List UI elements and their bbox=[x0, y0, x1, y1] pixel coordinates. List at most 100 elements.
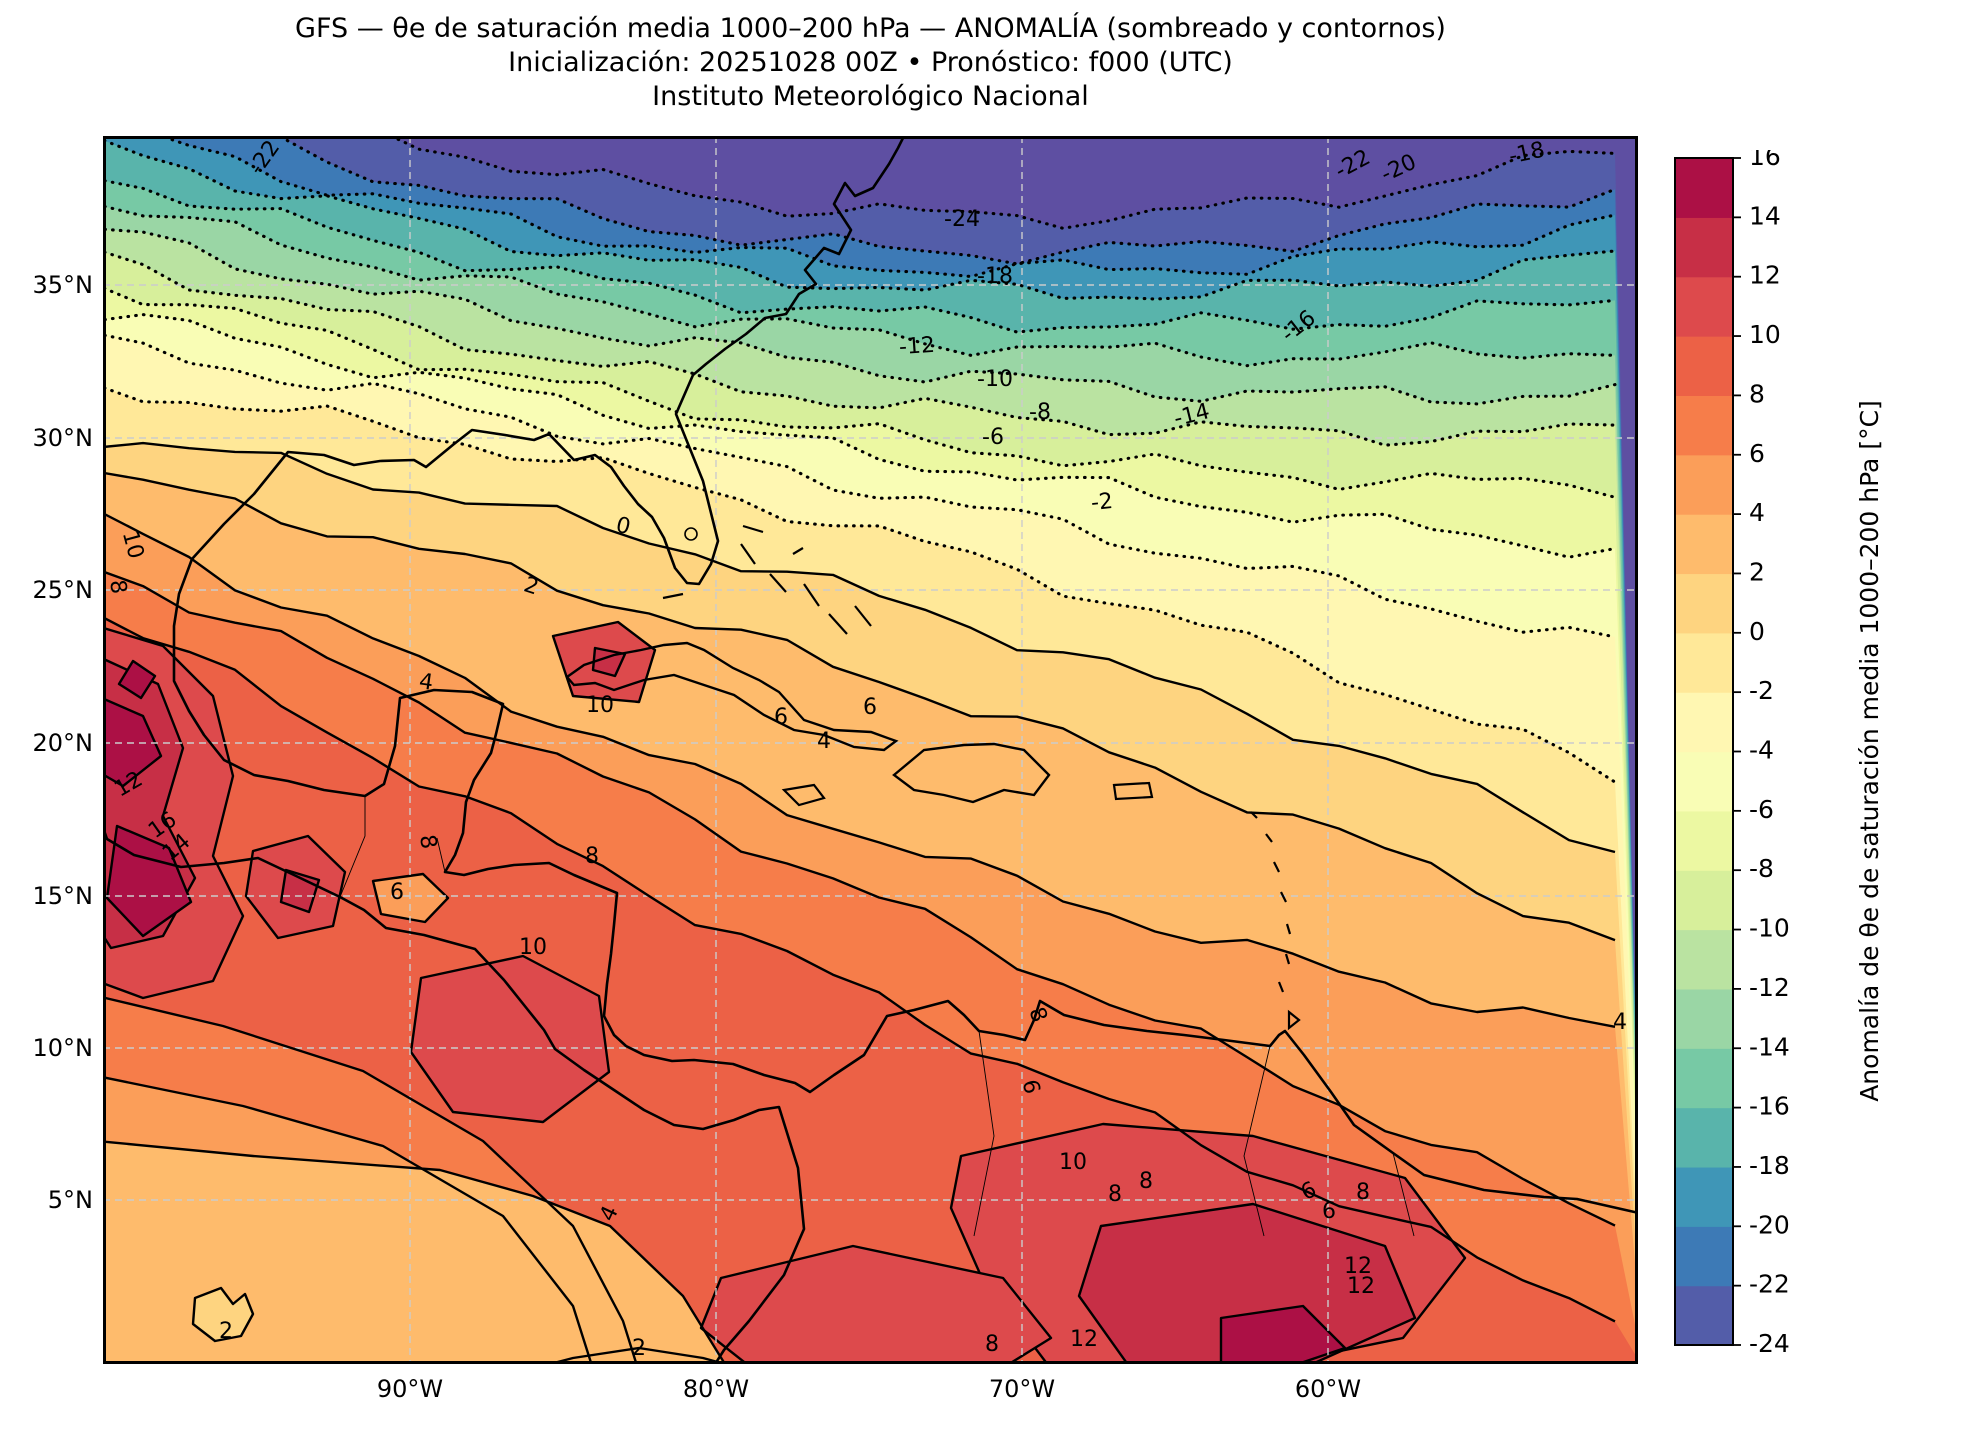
contour-line--24 bbox=[387, 136, 1617, 230]
contour-line-4 bbox=[103, 511, 1616, 1028]
colorbar-tick-label: 6 bbox=[1749, 439, 1765, 468]
colorbar-cell bbox=[1675, 1048, 1733, 1109]
country-borders bbox=[339, 796, 1415, 1237]
contour-label: 10 bbox=[1059, 1150, 1087, 1175]
contour-label: 8 bbox=[585, 844, 599, 869]
colorbar-cell bbox=[1675, 1226, 1733, 1287]
colorbar-svg: 16 14 12 10 8 6 4 2 0 -2 -4 -6 -8 -10 -12 -14 -16 -18 -20 -… bbox=[1674, 142, 1884, 1358]
colorbar-axis-label: Anomalía de θe de saturación media 1000–… bbox=[1855, 400, 1884, 1102]
contour-label: 12 bbox=[1344, 1254, 1372, 1279]
y-axis-tick-label: 15°N bbox=[32, 882, 94, 910]
contour-label: 8 bbox=[985, 1332, 999, 1357]
contour-fill-blob bbox=[117, 659, 157, 700]
contour-line-0 bbox=[103, 441, 1616, 854]
contour-label: -10 bbox=[977, 367, 1013, 392]
contour-line--2 bbox=[103, 385, 1617, 784]
contour-label: 2 bbox=[219, 1319, 233, 1344]
contour-label: 12 bbox=[1070, 1327, 1098, 1352]
contour-label: 8 bbox=[1139, 1169, 1153, 1194]
colorbar-cell bbox=[1675, 217, 1733, 278]
contour-fill-blob bbox=[1219, 1304, 1347, 1364]
colorbar-tick-label: 8 bbox=[1749, 379, 1765, 408]
y-axis-tick-label: 30°N bbox=[32, 424, 94, 452]
contour-fill-blob bbox=[105, 824, 193, 938]
colorbar-cell bbox=[1675, 1166, 1733, 1227]
contour-label: 6 bbox=[1017, 1077, 1044, 1096]
coastline-jamaica bbox=[781, 783, 826, 807]
contour-label: 6 bbox=[1322, 1199, 1336, 1224]
colorbar-cell bbox=[1675, 929, 1733, 990]
colorbar-tick-label: -18 bbox=[1749, 1151, 1790, 1180]
coastline-antilles bbox=[1250, 811, 1301, 1031]
x-axis-tick-label: 60°W bbox=[1294, 1375, 1362, 1403]
colorbar-cell bbox=[1675, 514, 1733, 575]
y-axis-tick-label: 35°N bbox=[32, 271, 94, 299]
contour-line-6 bbox=[103, 570, 1616, 1227]
contour-label: -8 bbox=[1029, 400, 1051, 425]
contour-label: 4 bbox=[417, 669, 434, 696]
colorbar-cell bbox=[1675, 573, 1733, 634]
contour-line--14 bbox=[103, 204, 1617, 368]
contour-label: -6 bbox=[982, 425, 1004, 450]
coastline-hispaniola bbox=[892, 742, 1051, 804]
contour-line--12 bbox=[103, 227, 1617, 406]
x-axis-tick-label: 80°W bbox=[682, 1375, 750, 1403]
contour-fill-blob bbox=[1077, 1202, 1417, 1364]
colorbar-cell bbox=[1675, 395, 1733, 456]
contour-label: 0 bbox=[613, 513, 633, 541]
contour-label: 10 bbox=[586, 693, 614, 718]
chart-title-block: GFS — θe de saturación media 1000–200 hP… bbox=[103, 12, 1638, 114]
colorbar-cell bbox=[1675, 870, 1733, 931]
coastline-bahamas bbox=[662, 524, 872, 635]
coastline-pacific bbox=[103, 823, 806, 1364]
colorbar-tick-label: -2 bbox=[1749, 676, 1774, 705]
chart-organization: Instituto Meteorológico Nacional bbox=[652, 81, 1089, 112]
x-axis-tick-label: 90°W bbox=[376, 1375, 444, 1403]
colorbar-tick-label: -20 bbox=[1749, 1210, 1790, 1239]
colorbar-tick-label: 4 bbox=[1749, 498, 1765, 527]
contour-label: -12 bbox=[898, 333, 936, 360]
contour-line-2 bbox=[103, 471, 1616, 942]
colorbar-tick-label: 2 bbox=[1749, 557, 1765, 586]
contour-label: 4 bbox=[817, 729, 831, 754]
contour-label: 8 bbox=[1356, 1180, 1370, 1205]
contour-label: 6 bbox=[863, 695, 877, 720]
contour-label: 10 bbox=[519, 935, 547, 960]
contour-fill-blob bbox=[699, 1244, 1053, 1364]
contour-line-sw bbox=[103, 1076, 593, 1364]
coastline-north-america bbox=[172, 136, 1638, 1215]
graticule bbox=[103, 136, 1638, 1364]
x-axis-tick-label: 70°W bbox=[988, 1375, 1056, 1403]
colorbar-cell bbox=[1675, 276, 1733, 337]
colorbar-tick-label: 0 bbox=[1749, 617, 1765, 646]
colorbar-tick-label: 12 bbox=[1749, 261, 1781, 290]
contour-label: 8 bbox=[104, 578, 131, 595]
contour-line--20 bbox=[156, 136, 1617, 279]
colorbar-tick-label: 16 bbox=[1749, 150, 1781, 171]
colorbar-cell bbox=[1675, 632, 1733, 693]
colorbar-cell bbox=[1675, 158, 1733, 218]
coastline-cuba bbox=[565, 641, 899, 752]
contour-label: -18 bbox=[977, 264, 1013, 289]
contour-label: 8 bbox=[414, 833, 441, 851]
contour-line-sw bbox=[103, 1140, 727, 1364]
contour-label: 6 bbox=[774, 705, 788, 730]
colorbar: 16 14 12 10 8 6 4 2 0 -2 -4 -6 -8 -10 -12 -14 -16 -18 -20 -… bbox=[1660, 142, 1980, 1370]
colorbar-tick-label: -6 bbox=[1749, 795, 1774, 824]
contour-label: -2 bbox=[1090, 489, 1114, 516]
y-axis-tick-label: 5°N bbox=[47, 1186, 93, 1214]
contour-label: -24 bbox=[944, 207, 980, 232]
colorbar-tick-label: -10 bbox=[1749, 914, 1790, 943]
coastline-puerto-rico bbox=[1112, 781, 1154, 801]
chart-subtitle: Inicialización: 20251028 00Z • Pronóstic… bbox=[508, 47, 1233, 78]
colorbar-tick-label: -4 bbox=[1749, 736, 1774, 765]
contour-fill-blob bbox=[409, 954, 611, 1124]
contour-map-svg: -24-22 -22 -20 -18-18-16-14-12-10-8-6-20244… bbox=[103, 136, 1638, 1364]
colorbar-tick-label: -22 bbox=[1749, 1270, 1790, 1299]
contour-label: 2 bbox=[632, 1336, 646, 1361]
map-plot-area: -24 -22 -22 -20 -18 -18 -16 -14 -12 -10 -8 -6 -2 0 2 4 4… bbox=[103, 136, 1638, 1364]
contour-fill-blob bbox=[191, 1286, 255, 1343]
colorbar-cell bbox=[1675, 1107, 1733, 1168]
contour-line--6 bbox=[103, 313, 1617, 559]
